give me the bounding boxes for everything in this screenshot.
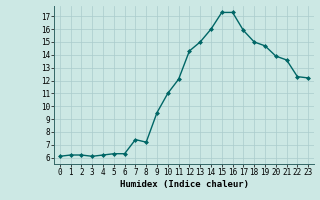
X-axis label: Humidex (Indice chaleur): Humidex (Indice chaleur)	[119, 180, 249, 189]
